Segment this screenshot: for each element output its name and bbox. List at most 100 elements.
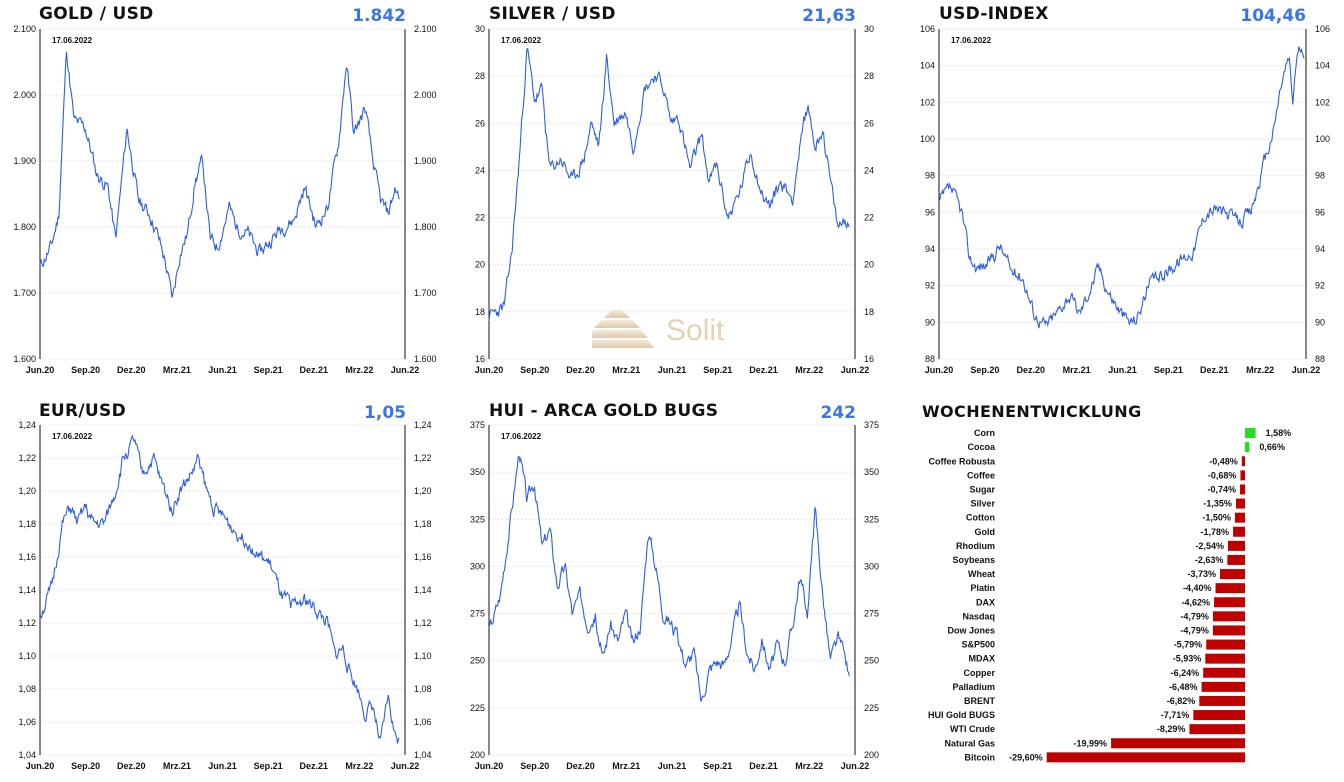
watermark-text: Solit [666, 314, 725, 347]
y-tick-label-left: 24 [475, 165, 485, 175]
category-label: Coffee [967, 470, 995, 480]
x-tick-label: Dez.20 [566, 365, 595, 375]
date-label: 17.06.2022 [52, 432, 93, 441]
y-tick-label-right: 200 [864, 750, 879, 760]
value-label: -0,68% [1208, 470, 1237, 480]
date-label: 17.06.2022 [501, 432, 542, 441]
y-tick-label-left: 250 [470, 656, 485, 666]
category-label: Soybeans [952, 555, 995, 565]
bar [1212, 611, 1245, 622]
bar [1193, 710, 1245, 721]
x-tick-label: Dez.21 [299, 365, 328, 375]
y-tick-label-left: 1,04 [18, 750, 36, 760]
x-tick-label: Mrz.21 [612, 761, 640, 771]
x-tick-label: Jun.21 [1108, 365, 1137, 375]
price-line [938, 46, 1305, 329]
category-label: Gold [975, 527, 996, 537]
x-tick-label: Mrz.21 [612, 365, 640, 375]
y-tick-label-left: 1,18 [18, 519, 36, 529]
y-tick-label-left: 26 [475, 118, 485, 128]
y-tick-label-right: 98 [1315, 171, 1325, 181]
y-tick-label-left: 20 [475, 260, 485, 270]
y-tick-label-left: 104 [920, 61, 935, 71]
value-label: -6,82% [1167, 696, 1196, 706]
y-tick-label-right: 300 [864, 561, 879, 571]
price-line [488, 47, 850, 321]
y-tick-label-left: 98 [925, 171, 935, 181]
panel-title: EUR/USD [39, 401, 126, 421]
y-tick-label-right: 1,24 [414, 420, 432, 430]
y-tick-label-left: 275 [470, 609, 485, 619]
panel-current-value: 21,63 [802, 6, 856, 26]
y-tick-label-right: 106 [1315, 24, 1330, 34]
value-label: -4,62% [1182, 597, 1211, 607]
category-label: Rhodium [956, 541, 995, 551]
price-line [488, 455, 850, 702]
bar [1111, 738, 1245, 749]
category-label: Coffee Robusta [928, 456, 995, 466]
category-label: WTI Crude [950, 724, 995, 734]
silver-usd-chart: 16 16 18 18 20 20 22 22 24 24 26 26 28 28 30 30 Jun.20 Se… [475, 24, 874, 375]
x-tick-label: Sep.21 [703, 761, 732, 771]
y-tick-label-left: 106 [920, 24, 935, 34]
panel-current-value: 1.842 [352, 6, 406, 26]
x-tick-label: Dez.21 [1200, 365, 1229, 375]
x-tick-label: Dez.21 [749, 365, 778, 375]
value-label: -4,79% [1180, 611, 1209, 621]
category-label: Wheat [968, 569, 995, 579]
y-tick-label-right: 90 [1315, 317, 1325, 327]
category-label: Cotton [966, 513, 995, 523]
x-tick-label: Jun.20 [26, 761, 55, 771]
y-tick-label-left: 300 [470, 561, 485, 571]
bar [1241, 456, 1245, 467]
y-tick-label-left: 1,20 [18, 486, 36, 496]
bar [1233, 526, 1245, 537]
x-tick-label: Mrz.22 [1246, 365, 1274, 375]
y-tick-label-right: 1.900 [414, 156, 437, 166]
x-tick-label: Mrz.21 [163, 761, 191, 771]
y-tick-label-right: 2.000 [414, 90, 437, 100]
y-tick-label-right: 1,04 [414, 750, 432, 760]
category-label: Natural Gas [944, 738, 995, 748]
x-tick-label: Mrz.22 [795, 761, 823, 771]
bar [1214, 597, 1245, 608]
category-label: Platin [970, 583, 995, 593]
value-label: -1,78% [1201, 527, 1230, 537]
bar [1220, 569, 1245, 580]
usd-index-chart: 88 88 90 90 92 92 94 94 96 96 98 98 100 100 102 102 104 1… [920, 24, 1330, 375]
gold-usd-chart: 1.600 1.600 1.700 1.700 1.800 1.800 1.900 1.900… [13, 24, 437, 375]
y-tick-label-left: 1,24 [18, 420, 36, 430]
panel-title: GOLD / USD [39, 4, 154, 24]
y-tick-label-right: 275 [864, 609, 879, 619]
bar [1205, 653, 1245, 664]
bar [1235, 498, 1245, 509]
y-tick-label-left: 1,14 [18, 585, 36, 595]
category-label: Silver [970, 499, 995, 509]
y-tick-label-right: 350 [864, 467, 879, 477]
y-tick-label-left: 200 [470, 750, 485, 760]
x-tick-label: Jun.21 [208, 365, 237, 375]
category-label: BRENT [964, 696, 996, 706]
y-tick-label-right: 30 [864, 24, 874, 34]
value-label: -4,40% [1183, 583, 1212, 593]
bar [1215, 583, 1245, 594]
category-label: Nasdaq [962, 611, 995, 621]
x-tick-label: Jun.20 [26, 365, 55, 375]
value-label: -29,60% [1009, 752, 1043, 762]
date-label: 17.06.2022 [52, 36, 93, 45]
y-tick-label-left: 1.900 [13, 156, 36, 166]
y-tick-label-left: 1.800 [13, 222, 36, 232]
panel-title: USD-INDEX [939, 4, 1049, 24]
x-tick-label: Sep.20 [71, 761, 100, 771]
y-tick-label-right: 20 [864, 260, 874, 270]
x-tick-label: Sep.20 [71, 365, 100, 375]
bar [1201, 681, 1245, 692]
x-tick-label: Jun.22 [841, 365, 870, 375]
x-tick-label: Dez.20 [117, 365, 146, 375]
y-tick-label-right: 1,10 [414, 651, 432, 661]
y-tick-label-left: 22 [475, 213, 485, 223]
x-tick-label: Dez.20 [566, 761, 595, 771]
y-tick-label-left: 225 [470, 703, 485, 713]
date-label: 17.06.2022 [951, 36, 992, 45]
category-label: Dow Jones [947, 625, 995, 635]
